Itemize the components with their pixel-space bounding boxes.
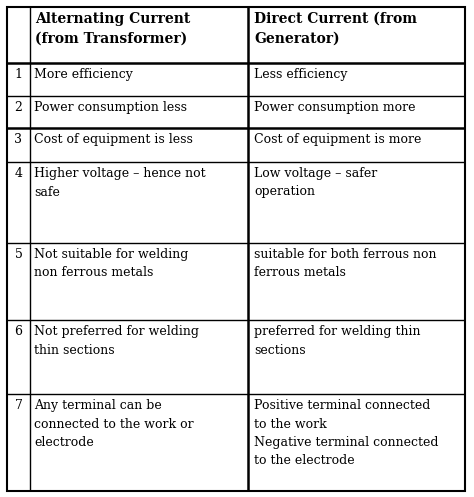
Text: Any terminal can be
connected to the work or
electrode: Any terminal can be connected to the wor…: [34, 399, 193, 449]
Text: Alternating Current
(from Transformer): Alternating Current (from Transformer): [35, 12, 190, 46]
Text: More efficiency: More efficiency: [34, 68, 133, 81]
Text: Not preferred for welding
thin sections: Not preferred for welding thin sections: [34, 325, 199, 356]
Text: Not suitable for welding
non ferrous metals: Not suitable for welding non ferrous met…: [34, 248, 188, 279]
Text: 7: 7: [15, 399, 22, 412]
Text: Direct Current (from
Generator): Direct Current (from Generator): [254, 12, 417, 46]
Text: Positive terminal connected
to the work
Negative terminal connected
to the elect: Positive terminal connected to the work …: [254, 399, 438, 468]
Text: suitable for both ferrous non
ferrous metals: suitable for both ferrous non ferrous me…: [254, 248, 437, 279]
Text: 4: 4: [15, 167, 22, 180]
Text: Low voltage – safer
operation: Low voltage – safer operation: [254, 167, 377, 198]
Text: 2: 2: [15, 101, 22, 114]
Text: 3: 3: [15, 133, 22, 146]
Text: 1: 1: [15, 68, 22, 81]
Text: 6: 6: [15, 325, 22, 338]
Text: Cost of equipment is more: Cost of equipment is more: [254, 133, 421, 146]
Text: Less efficiency: Less efficiency: [254, 68, 347, 81]
Text: Cost of equipment is less: Cost of equipment is less: [34, 133, 193, 146]
Text: Power consumption more: Power consumption more: [254, 101, 416, 114]
Text: Power consumption less: Power consumption less: [34, 101, 187, 114]
Text: Higher voltage – hence not
safe: Higher voltage – hence not safe: [34, 167, 206, 198]
Text: preferred for welding thin
sections: preferred for welding thin sections: [254, 325, 420, 356]
Text: 5: 5: [15, 248, 22, 261]
